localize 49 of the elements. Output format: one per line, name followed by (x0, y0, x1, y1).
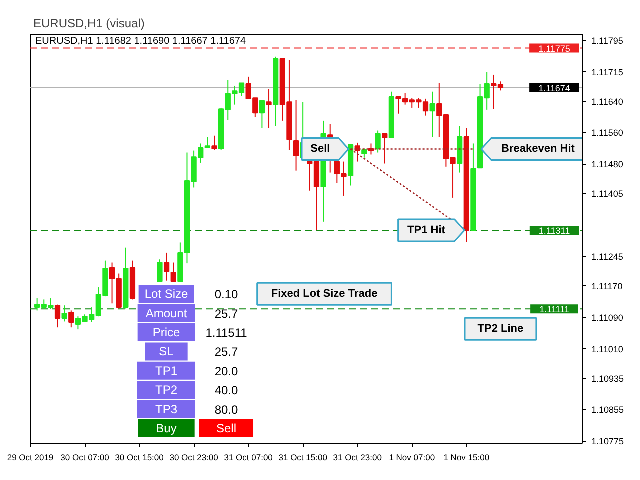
y-tick-label: 1.11405 (592, 189, 624, 200)
chart-subtitle: EURUSD,H1 1.11682 1.11690 1.11667 1.11674 (36, 36, 246, 47)
y-tick-label: 1.11560 (592, 128, 624, 138)
ref-line-label: 1.11311 (538, 226, 570, 236)
annotation: 40.0 (214, 384, 239, 398)
annotation: 0.10 (214, 288, 239, 302)
x-tick-label: 30 Oct 23:00 (170, 452, 219, 462)
annotation: 80.0 (214, 402, 239, 417)
annotation: 1.11511 (206, 326, 248, 340)
annotation: TP1 Hit (408, 224, 446, 237)
annotation: Lot Size (144, 287, 189, 302)
x-tick-label: 31 Oct 23:00 (333, 452, 382, 462)
y-tick-label: 1.10855 (592, 405, 624, 416)
y-tick-label: 1.11245 (592, 252, 624, 262)
annotation: TP2 (155, 383, 178, 398)
y-tick-label: 1.11795 (592, 36, 624, 46)
ref-line-label: 1.11775 (538, 44, 570, 54)
chart-title: EURUSD,H1 (visual) (34, 16, 145, 30)
annotation: TP3 (155, 402, 178, 416)
y-tick-label: 1.11090 (592, 312, 624, 323)
x-tick-label: 30 Oct 07:00 (60, 452, 110, 462)
ref-line-label: 1.11674 (538, 83, 570, 94)
annotation: Amount (146, 306, 188, 320)
annotation: 25.7 (214, 306, 239, 321)
y-tick-label: 1.11715 (592, 67, 624, 78)
y-tick-label: 1.11170 (592, 281, 623, 292)
annotation: Fixed Lot Size Trade (271, 288, 378, 300)
y-tick-label: 1.11010 (592, 344, 624, 354)
x-tick-label: 31 Oct 15:00 (278, 452, 328, 462)
annotation: Sell (216, 422, 237, 436)
annotation: Breakeven Hit (502, 143, 576, 156)
annotation: TP1 (155, 364, 178, 378)
y-tick-label: 1.11480 (592, 160, 624, 170)
ref-line-label: 1.11111 (540, 304, 570, 315)
y-tick-label: 1.10775 (592, 436, 624, 447)
annotation: TP2 Line (478, 323, 524, 336)
x-tick-label: 1 Nov 07:00 (389, 452, 436, 462)
annotation: SL (159, 344, 174, 359)
annotation: Sell (310, 143, 330, 156)
x-tick-label: 1 Nov 15:00 (444, 452, 490, 462)
x-tick-label: 31 Oct 07:00 (224, 452, 274, 462)
annotation: 20.0 (214, 364, 239, 378)
annotation: Price (152, 326, 180, 340)
x-tick-label: 30 Oct 15:00 (115, 452, 164, 462)
y-tick-label: 1.11640 (592, 96, 624, 107)
annotation: 25.7 (214, 345, 239, 360)
annotation: Buy (156, 422, 177, 436)
x-tick-label: 29 Oct 2019 (7, 452, 54, 462)
y-tick-label: 1.10935 (592, 374, 624, 384)
